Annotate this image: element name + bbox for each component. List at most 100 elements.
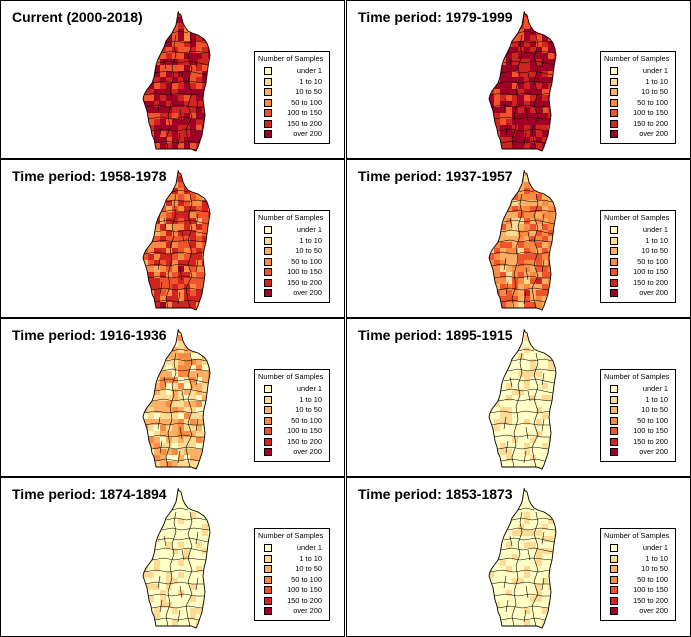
watershed-cell <box>136 413 142 419</box>
watershed-cell <box>136 542 142 548</box>
watershed-cell <box>518 89 525 96</box>
watershed-cell <box>560 83 562 89</box>
watershed-cell <box>494 359 501 366</box>
watershed-cell <box>178 230 185 237</box>
watershed-cell <box>136 314 142 315</box>
watershed-cell <box>548 206 555 213</box>
watershed-cell <box>202 341 209 348</box>
watershed-cell <box>560 29 562 35</box>
watershed-cell <box>196 455 203 462</box>
watershed-cell <box>148 632 154 633</box>
watershed-cell <box>489 506 495 513</box>
legend-swatch <box>264 67 272 75</box>
watershed-cell <box>554 389 556 396</box>
watershed-cell <box>136 425 142 431</box>
watershed-cell <box>172 566 179 573</box>
watershed-cell <box>202 13 209 18</box>
watershed-cell <box>154 473 160 474</box>
watershed-cell <box>178 254 185 261</box>
watershed-boundary <box>531 511 539 627</box>
legend-label: 100 to 150 <box>633 108 668 117</box>
legend-label: 50 to 100 <box>637 415 668 425</box>
watershed-cell <box>148 143 155 150</box>
watershed-cell <box>530 596 537 603</box>
watershed-cell <box>489 467 495 469</box>
watershed-cell <box>154 413 161 420</box>
watershed-cell <box>143 176 149 183</box>
watershed-cell <box>506 308 513 310</box>
watershed-cell <box>208 296 210 303</box>
watershed-cell <box>524 89 531 96</box>
watershed-cell <box>190 389 197 396</box>
watershed-cell <box>160 29 167 36</box>
watershed-cell <box>166 608 173 615</box>
watershed-cell <box>214 626 216 632</box>
watershed-boundary <box>500 547 554 553</box>
watershed-cell <box>160 560 167 567</box>
watershed-cell <box>542 584 549 591</box>
watershed-cell <box>172 413 179 420</box>
watershed-cell <box>160 47 167 54</box>
legend-label: 10 to 50 <box>641 246 668 255</box>
map-panel: Time period: 1916-1936 Number of Samples… <box>0 318 345 477</box>
watershed-cell <box>560 89 562 95</box>
watershed-cell <box>178 308 185 310</box>
watershed-cell <box>536 425 543 432</box>
watershed-cell <box>184 200 191 207</box>
watershed-cell <box>166 578 173 585</box>
watershed-cell <box>166 248 173 255</box>
watershed-cell <box>184 314 190 315</box>
watershed-cell <box>166 407 173 414</box>
legend-label: 1 to 10 <box>645 394 668 404</box>
panel-title: Time period: 1979-1999 <box>358 9 513 25</box>
watershed-cell <box>482 389 488 395</box>
watershed-cell <box>136 506 142 512</box>
region-outline <box>488 489 557 629</box>
watershed-cell <box>184 620 191 627</box>
watershed-cell <box>148 578 155 585</box>
watershed-cell <box>530 242 537 249</box>
watershed-cell <box>148 242 155 249</box>
watershed-cell <box>506 53 513 60</box>
watershed-cell <box>190 608 197 615</box>
watershed-cell <box>560 236 562 242</box>
watershed-cell <box>178 236 185 243</box>
legend-swatch <box>610 395 618 404</box>
watershed-cell <box>190 13 197 18</box>
watershed-cell <box>518 542 525 549</box>
watershed-cell <box>530 443 537 450</box>
watershed-boundary <box>500 388 554 394</box>
watershed-cell <box>160 131 167 138</box>
watershed-cell <box>202 59 209 66</box>
watershed-cell <box>172 560 179 567</box>
watershed-cell <box>148 101 155 108</box>
watershed-cell <box>160 113 167 120</box>
legend-item: over 200 <box>264 447 326 457</box>
watershed-cell <box>178 242 185 249</box>
watershed-cell <box>196 137 203 144</box>
legend-label: over 200 <box>639 288 668 297</box>
watershed-cell <box>190 119 197 126</box>
watershed-cell <box>482 536 488 542</box>
watershed-cell <box>214 500 216 506</box>
watershed-cell <box>184 176 191 183</box>
watershed-cell <box>542 107 549 114</box>
watershed-cell <box>166 224 173 231</box>
watershed-cell <box>208 614 210 621</box>
watershed-cell <box>536 101 543 108</box>
watershed-cell <box>512 359 519 366</box>
watershed-cell <box>542 608 549 615</box>
watershed-cell <box>494 365 501 372</box>
watershed-cell <box>560 125 562 131</box>
watershed-cell <box>160 125 167 132</box>
legend-title: Number of Samples <box>258 54 324 63</box>
watershed-boundary <box>185 511 193 627</box>
watershed-cell <box>530 431 537 438</box>
watershed-cell <box>214 230 216 236</box>
watershed-cell <box>530 353 537 360</box>
watershed-cell <box>506 266 513 273</box>
watershed-cell <box>512 200 519 207</box>
watershed-cell <box>524 602 531 609</box>
watershed-cell <box>172 314 178 315</box>
watershed-cell <box>494 59 501 66</box>
